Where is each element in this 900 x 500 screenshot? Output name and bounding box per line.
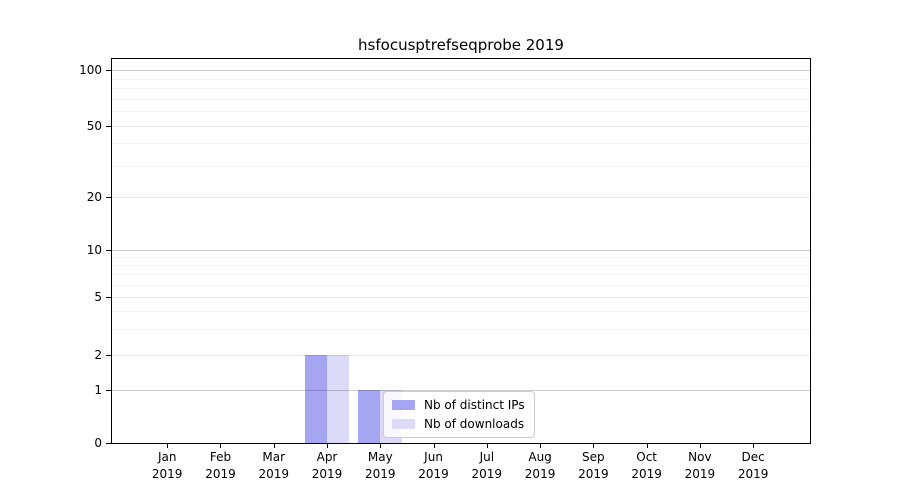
x-tick-mark (167, 443, 168, 448)
x-tick-year: 2019 (364, 467, 396, 481)
x-tick-mark (327, 443, 328, 448)
x-tick-label-feb: Feb 2019 (188, 449, 252, 483)
y-tick-mark (106, 443, 111, 444)
x-tick-mark (220, 443, 221, 448)
bars-layer (112, 59, 810, 443)
x-tick-mark (753, 443, 754, 448)
x-tick-label-oct: Oct 2019 (615, 449, 679, 483)
x-tick-label-jun: Jun 2019 (402, 449, 466, 483)
x-tick-year: 2019 (737, 467, 769, 481)
y-tick-label-20: 20 (86, 190, 102, 204)
x-tick-label-apr: Apr 2019 (295, 449, 359, 483)
y-tick-mark (106, 297, 111, 298)
y-tick-mark (106, 355, 111, 356)
x-tick-year: 2019 (471, 467, 503, 481)
x-tick-mark (540, 443, 541, 448)
x-tick-month: Apr (316, 450, 338, 464)
y-tick-label-50: 50 (86, 119, 102, 133)
x-tick-label-dec: Dec 2019 (721, 449, 785, 483)
legend: Nb of distinct IPs Nb of downloads (383, 391, 535, 438)
x-tick-year: 2019 (418, 467, 449, 481)
x-tick-mark (274, 443, 275, 448)
x-tick-label-nov: Nov 2019 (668, 449, 732, 483)
legend-item-distinct-ips: Nb of distinct IPs (392, 398, 525, 412)
plot-area (111, 58, 811, 444)
y-tick-mark (106, 390, 111, 391)
legend-label-downloads: Nb of downloads (424, 417, 525, 431)
x-tick-month: Mar (262, 450, 286, 464)
y-tick-label-2: 2 (94, 348, 102, 362)
x-tick-month: Aug (528, 450, 552, 464)
x-tick-mark (434, 443, 435, 448)
x-tick-year: 2019 (631, 467, 662, 481)
legend-label-distinct-ips: Nb of distinct IPs (424, 398, 525, 412)
bar-distinct-ips-apr (305, 355, 327, 443)
x-tick-month: Oct (636, 450, 657, 464)
x-tick-month: Dec (741, 450, 765, 464)
legend-swatch-downloads (392, 419, 415, 429)
y-tick-label-10: 10 (86, 243, 102, 257)
x-tick-mark (647, 443, 648, 448)
legend-item-downloads: Nb of downloads (392, 417, 525, 431)
x-tick-month: Jul (479, 450, 495, 464)
x-tick-year: 2019 (151, 467, 183, 481)
bar-downloads-apr (327, 355, 349, 443)
x-tick-mark (380, 443, 381, 448)
legend-swatch-distinct-ips (392, 400, 415, 410)
x-tick-year: 2019 (205, 467, 236, 481)
x-tick-label-jul: Jul 2019 (455, 449, 519, 483)
y-tick-label-1: 1 (94, 382, 102, 397)
y-tick-label-100: 100 (79, 63, 102, 77)
y-tick-mark (106, 126, 111, 127)
x-tick-year: 2019 (684, 467, 716, 481)
x-tick-label-may: May 2019 (348, 449, 412, 483)
x-tick-month: Jun (424, 450, 443, 464)
y-tick-label-0: 0 (94, 436, 102, 450)
x-tick-year: 2019 (578, 467, 609, 481)
x-tick-month: Nov (688, 450, 712, 464)
x-tick-year: 2019 (524, 467, 556, 481)
x-tick-month: Feb (209, 450, 232, 464)
bar-distinct-ips-may (358, 389, 381, 443)
x-tick-year: 2019 (311, 467, 343, 481)
x-tick-year: 2019 (258, 467, 289, 481)
x-tick-month: May (367, 450, 393, 464)
x-tick-month: Jan (157, 450, 177, 464)
x-tick-label-aug: Aug 2019 (508, 449, 572, 483)
x-tick-label-sep: Sep 2019 (561, 449, 625, 483)
y-tick-mark (106, 197, 111, 198)
x-tick-label-mar: Mar 2019 (242, 449, 306, 483)
y-tick-label-5: 5 (94, 290, 102, 304)
chart-title: hsfocusptrefseqprobe 2019 (358, 36, 564, 54)
x-tick-mark (487, 443, 488, 448)
y-tick-mark (106, 250, 111, 251)
x-tick-mark (593, 443, 594, 448)
x-tick-mark (700, 443, 701, 448)
x-tick-month: Sep (582, 450, 605, 464)
y-tick-mark (106, 70, 111, 71)
x-tick-label-jan: Jan 2019 (135, 449, 199, 483)
